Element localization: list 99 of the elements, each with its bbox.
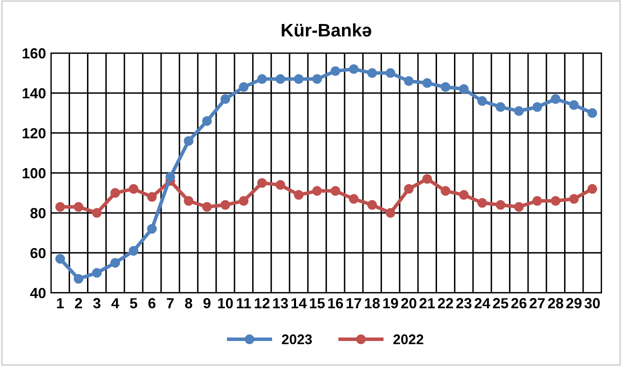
point — [330, 186, 340, 196]
point — [147, 192, 157, 202]
point — [422, 174, 432, 184]
point — [514, 202, 524, 212]
point — [532, 196, 542, 206]
point — [294, 74, 304, 84]
point — [312, 186, 322, 196]
x-tick-label: 17 — [346, 298, 362, 308]
x-tick-label: 19 — [383, 298, 398, 308]
x-tick-label: 2 — [74, 298, 82, 308]
y-tick-label: 60 — [30, 248, 46, 258]
point — [165, 172, 176, 182]
point — [550, 94, 560, 104]
point — [550, 196, 560, 206]
point — [184, 136, 194, 146]
legend-label: 2022 — [393, 334, 424, 344]
point — [587, 184, 598, 194]
x-tick-label: 30 — [584, 298, 600, 308]
point — [257, 178, 267, 188]
x-tick-label: 6 — [148, 298, 156, 308]
point — [257, 74, 267, 84]
point — [220, 94, 230, 104]
x-tick-label: 4 — [111, 298, 120, 308]
x-tick-label: 15 — [310, 298, 325, 308]
point — [458, 84, 469, 94]
x-tick-label: 27 — [530, 298, 545, 308]
y-tick-label: 140 — [22, 88, 46, 98]
chart-title: Kür-Bankə — [282, 23, 372, 37]
x-tick-label: 26 — [511, 298, 526, 308]
point — [569, 100, 579, 110]
point — [404, 184, 414, 194]
point — [276, 74, 286, 84]
legend-label: 2023 — [282, 334, 312, 344]
x-tick-label: 18 — [364, 298, 380, 308]
point — [348, 194, 359, 204]
point — [477, 198, 488, 208]
point — [477, 96, 488, 106]
point — [367, 200, 377, 210]
point — [330, 66, 340, 76]
point — [587, 108, 598, 118]
point — [386, 208, 396, 218]
point — [276, 180, 286, 190]
point — [92, 268, 102, 278]
point — [569, 194, 579, 204]
point — [110, 258, 120, 268]
point — [458, 190, 469, 200]
y-tick-label: 120 — [22, 128, 46, 138]
point — [404, 76, 414, 86]
point — [74, 202, 84, 212]
x-tick-label: 25 — [492, 298, 508, 308]
x-tick-label: 9 — [203, 298, 210, 308]
point — [147, 224, 157, 234]
point — [440, 186, 450, 196]
x-tick-label: 12 — [254, 298, 270, 308]
x-tick-label: 1 — [57, 298, 64, 308]
point — [238, 196, 249, 206]
x-tick-label: 28 — [548, 298, 564, 308]
x-tick-label: 10 — [218, 298, 233, 308]
x-tick-label: 7 — [166, 298, 174, 308]
x-tick-label: 23 — [456, 298, 472, 308]
point — [386, 68, 396, 78]
point — [74, 274, 84, 284]
x-tick-label: 8 — [185, 298, 192, 308]
x-tick-label: 3 — [93, 298, 100, 308]
point — [514, 106, 524, 116]
x-tick-label: 21 — [420, 298, 435, 308]
x-tick-label: 5 — [130, 298, 138, 308]
point — [220, 200, 230, 210]
x-tick-label: 20 — [401, 298, 416, 308]
point — [422, 78, 432, 88]
point — [294, 190, 304, 200]
point — [92, 208, 102, 218]
point — [312, 74, 322, 84]
point — [367, 68, 377, 78]
x-tick-label: 24 — [474, 298, 490, 308]
point — [184, 196, 194, 206]
x-tick-label: 11 — [236, 298, 251, 308]
point — [238, 82, 249, 92]
x-tick-label: 22 — [438, 298, 454, 308]
point — [348, 64, 359, 74]
x-tick-label: 13 — [273, 298, 288, 308]
point — [202, 116, 212, 126]
x-tick-label: 14 — [292, 298, 307, 308]
point — [55, 202, 66, 212]
point — [496, 102, 506, 112]
point — [128, 184, 138, 194]
point — [202, 202, 212, 212]
point — [110, 188, 120, 198]
point — [496, 200, 506, 210]
point — [128, 246, 138, 256]
y-tick-label: 40 — [30, 288, 46, 298]
y-tick-label: 100 — [22, 168, 46, 178]
point — [532, 102, 542, 112]
x-tick-label: 29 — [566, 298, 582, 308]
point — [55, 254, 66, 264]
point — [440, 82, 450, 92]
y-tick-label: 160 — [22, 48, 46, 58]
y-tick-label: 80 — [30, 208, 46, 218]
x-tick-label: 16 — [328, 298, 343, 308]
